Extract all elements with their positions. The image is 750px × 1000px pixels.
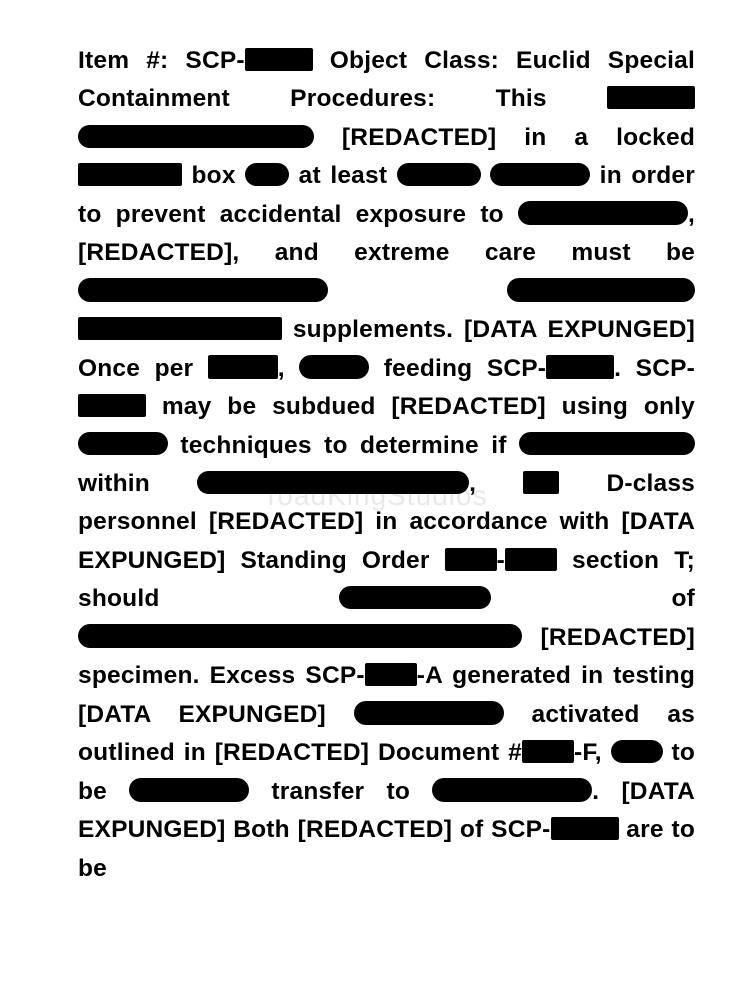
redaction-bar xyxy=(78,432,168,455)
redaction-bar xyxy=(507,278,695,301)
redaction-bar xyxy=(611,740,663,763)
redaction-bar xyxy=(129,778,249,801)
redacted-document-body: Item #: SCP- Object Class: Euclid Specia… xyxy=(0,0,750,888)
redaction-bar xyxy=(197,471,469,494)
redaction-bar xyxy=(546,355,614,378)
redaction-bar xyxy=(245,163,289,186)
redaction-bar xyxy=(78,317,282,340)
redaction-bar xyxy=(432,778,592,801)
redaction-bar xyxy=(505,548,557,571)
redaction-bar xyxy=(245,48,313,71)
redaction-bar xyxy=(78,278,328,301)
redaction-bar xyxy=(78,163,182,186)
redaction-bar xyxy=(78,624,522,647)
redaction-bar xyxy=(354,701,504,724)
redaction-bar xyxy=(365,663,417,686)
redaction-bar xyxy=(339,586,491,609)
redaction-bar xyxy=(397,163,481,186)
redaction-bar xyxy=(518,201,688,224)
redaction-bar xyxy=(551,817,619,840)
redaction-bar xyxy=(523,471,559,494)
redaction-bar xyxy=(519,432,695,455)
redaction-bar xyxy=(607,86,695,109)
redaction-bar xyxy=(208,355,278,378)
redaction-bar xyxy=(78,394,146,417)
redaction-bar xyxy=(445,548,497,571)
redaction-bar xyxy=(78,125,314,148)
redaction-bar xyxy=(490,163,590,186)
redaction-bar xyxy=(299,355,369,378)
redaction-bar xyxy=(522,740,574,763)
